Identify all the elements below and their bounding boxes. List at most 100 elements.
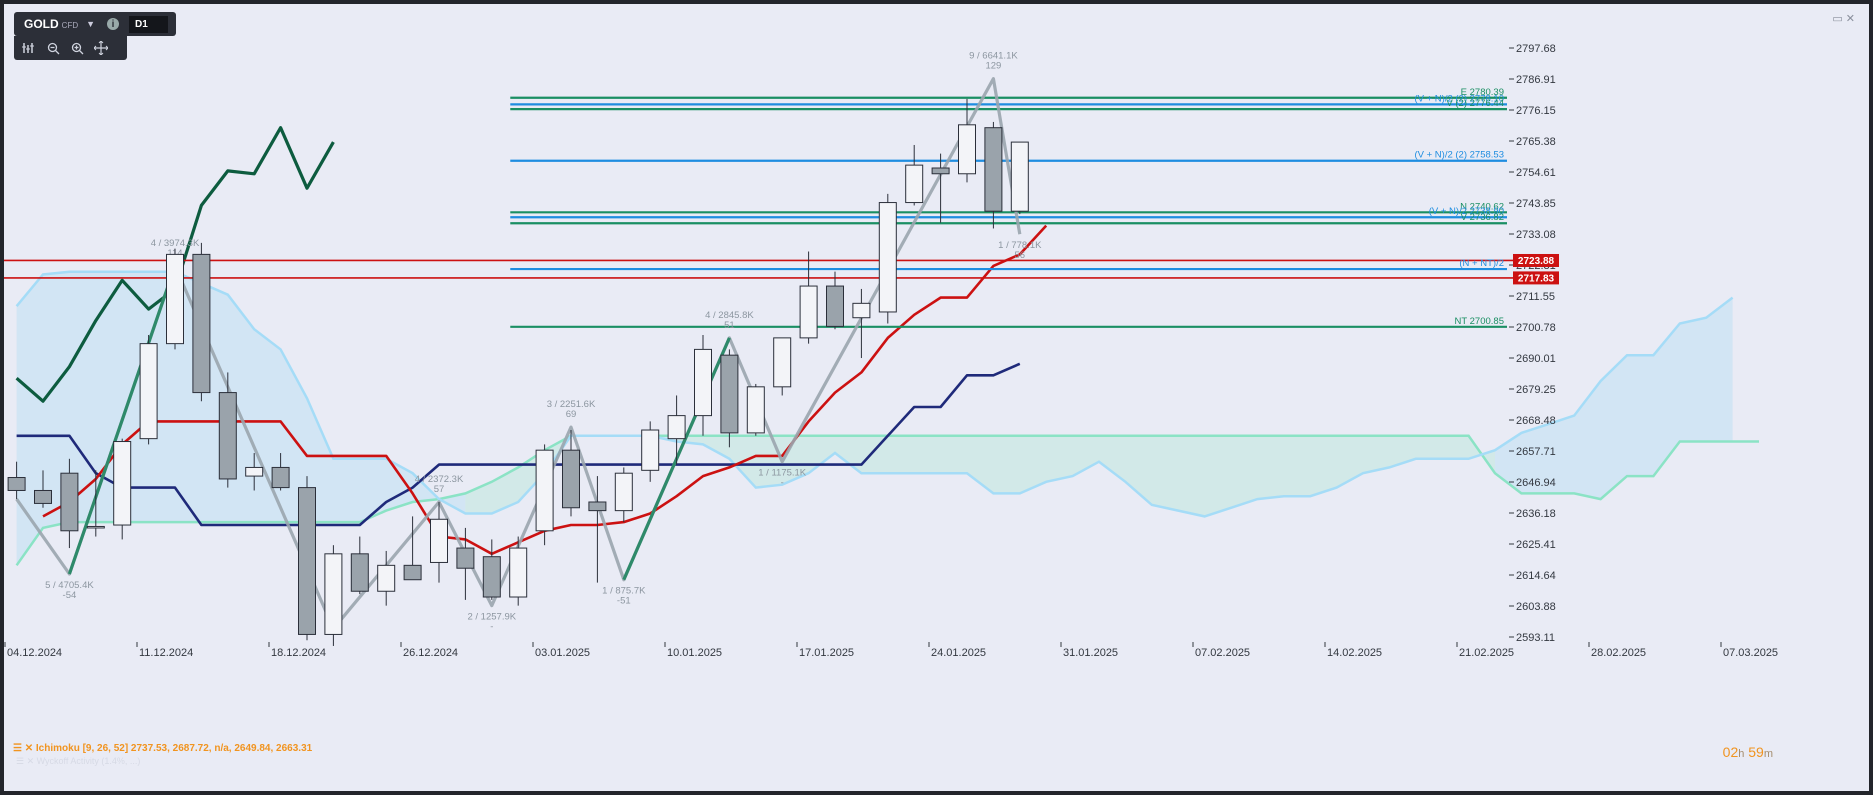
zoom-in-icon[interactable] — [68, 39, 86, 57]
symbol-type: CFD — [61, 20, 79, 30]
bar-countdown-timer: 02h 59m — [1723, 744, 1773, 760]
bullish-candle — [773, 337, 792, 388]
time-tick-label: 03.01.2025 — [535, 647, 590, 659]
price-tick-label: 2679.25 — [1516, 384, 1556, 396]
bullish-candle — [324, 553, 343, 635]
time-tick-label: 07.03.2025 — [1723, 647, 1778, 659]
price-tick-label: 2690.01 — [1516, 353, 1556, 365]
red-level-price: 2717.83 — [1518, 273, 1555, 284]
zigzag-volume-label: 1 / 1175.1K — [758, 468, 807, 479]
ichimoku-legend[interactable]: ☰ ✕ Ichimoku [9, 26, 52] 2737.53, 2687.7… — [13, 743, 313, 754]
price-tick-label: 2603.88 — [1516, 601, 1556, 613]
price-tick-label: 2754.61 — [1516, 167, 1556, 179]
time-tick-label: 17.01.2025 — [799, 647, 854, 659]
price-tick-label: 2636.18 — [1516, 508, 1556, 520]
level-label: (N + NT)/2 — [1459, 258, 1504, 269]
bearish-candle — [588, 501, 607, 512]
chart-plot-area[interactable]: 9 / 6641.1K 129 4 / 3974.3K 114 5 / 4705.4K -… — [4, 4, 1869, 791]
chart-tools-toolbar — [14, 36, 127, 60]
zigzag-volume-label: 4 / 2372.3K — [415, 474, 464, 485]
bearish-candle — [482, 556, 501, 598]
close-button[interactable]: ✕ — [1845, 13, 1855, 25]
red-level-badge — [1513, 271, 1559, 285]
symbol-toolbar: GOLD CFD ▼ i D1 — [14, 12, 176, 36]
red-level-price: 2723.88 — [1518, 256, 1555, 267]
bullish-candle — [667, 415, 686, 440]
zigzag-volume-label: 1 / 875.7K — [602, 586, 646, 597]
level-label: V 2736.82 — [1461, 212, 1504, 223]
bearish-candle — [456, 547, 475, 569]
zigzag-count-label: 69 — [566, 409, 577, 420]
zoom-out-icon[interactable] — [44, 39, 62, 57]
bullish-candle — [166, 253, 184, 345]
zigzag-volume-label: 1 / 778.1K — [998, 240, 1042, 251]
timeframe-selector[interactable]: D1 — [129, 15, 168, 33]
price-tick-label: 2765.38 — [1516, 136, 1556, 148]
bullish-candle — [641, 429, 660, 471]
price-axis: 2797.68 2786.91 2776.15 2765.38 2754.61 2743.… — [1509, 43, 1556, 644]
time-tick-label: 21.02.2025 — [1459, 647, 1514, 659]
bullish-candle — [139, 343, 158, 440]
bullish-candle — [614, 472, 633, 512]
level-labels: E 2780.39(V + N)/2 (2) 2778.10V (2) 2776… — [1414, 87, 1559, 327]
bearish-candle — [350, 553, 369, 592]
bullish-candle — [799, 285, 818, 339]
zigzag-count-label: - — [490, 622, 493, 633]
bearish-candle — [826, 285, 844, 327]
price-tick-label: 2614.64 — [1516, 570, 1556, 582]
price-tick-label: 2657.71 — [1516, 446, 1556, 458]
bullish-candle — [535, 449, 554, 532]
bullish-candle — [905, 164, 924, 204]
bearish-candle — [7, 477, 26, 491]
restore-button[interactable]: ▭ — [1832, 13, 1843, 25]
bearish-candle — [984, 127, 1003, 212]
red-level-badge — [1513, 253, 1559, 267]
info-icon[interactable]: i — [107, 18, 120, 30]
zigzag-count-label: -54 — [63, 590, 77, 601]
price-tick-label: 2593.11 — [1516, 632, 1555, 644]
time-axis: 04.12.2024 11.12.2024 18.12.2024 26.12.2024… — [4, 642, 1778, 659]
bullish-candle — [113, 441, 132, 526]
indicators-icon[interactable] — [20, 39, 38, 57]
bearish-candle — [192, 253, 211, 394]
time-tick-label: 18.12.2024 — [271, 647, 326, 659]
bearish-candle — [34, 489, 52, 504]
time-tick-label: 14.02.2025 — [1327, 647, 1382, 659]
senkou-span-b-line — [15, 270, 1734, 518]
indicator-legend-secondary[interactable]: ☰ ✕ Wyckoff Activity (1.4%, ...) — [16, 756, 141, 766]
window-controls: ▭ ✕ — [1832, 12, 1855, 25]
time-tick-label: 04.12.2024 — [7, 647, 62, 659]
zigzag-volume-label: 3 / 2251.6K — [547, 399, 596, 410]
crosshair-icon[interactable] — [92, 39, 110, 57]
bearish-candle — [218, 392, 237, 480]
dropdown-caret-icon[interactable]: ▼ — [86, 19, 96, 29]
kumo-fill — [676, 435, 1495, 517]
level-label: N 2740.62 — [1460, 201, 1504, 212]
zigzag-count-label: 57 — [434, 484, 445, 495]
bearish-candle — [298, 487, 316, 635]
zigzag-count-label: 51 — [724, 320, 735, 331]
timer-m-unit: m — [1763, 748, 1773, 760]
time-tick-label: 28.02.2025 — [1591, 647, 1646, 659]
bullish-candle — [878, 202, 897, 313]
symbol-name[interactable]: GOLD — [24, 17, 59, 31]
price-tick-label: 2797.68 — [1516, 43, 1556, 55]
bearish-candle — [562, 449, 580, 509]
zigzag-count-label: - — [781, 478, 784, 489]
time-tick-label: 24.01.2025 — [931, 647, 986, 659]
zigzag-volume-label: 4 / 2845.8K — [705, 310, 754, 321]
bullish-candle — [694, 348, 712, 417]
level-label: NT 2700.85 — [1455, 316, 1504, 327]
timer-hours: 02 — [1722, 744, 1739, 760]
price-tick-label: 2743.85 — [1516, 198, 1556, 210]
level-label: V (2) 2776.44 — [1446, 98, 1504, 109]
candles — [7, 98, 1029, 646]
bullish-candle — [746, 386, 765, 434]
bullish-candle — [245, 466, 264, 477]
zigzag-volume-label: 9 / 6641.1K — [969, 51, 1018, 62]
bullish-candle — [958, 124, 976, 175]
bearish-candle — [720, 354, 739, 434]
price-tick-label: 2646.94 — [1516, 477, 1556, 489]
